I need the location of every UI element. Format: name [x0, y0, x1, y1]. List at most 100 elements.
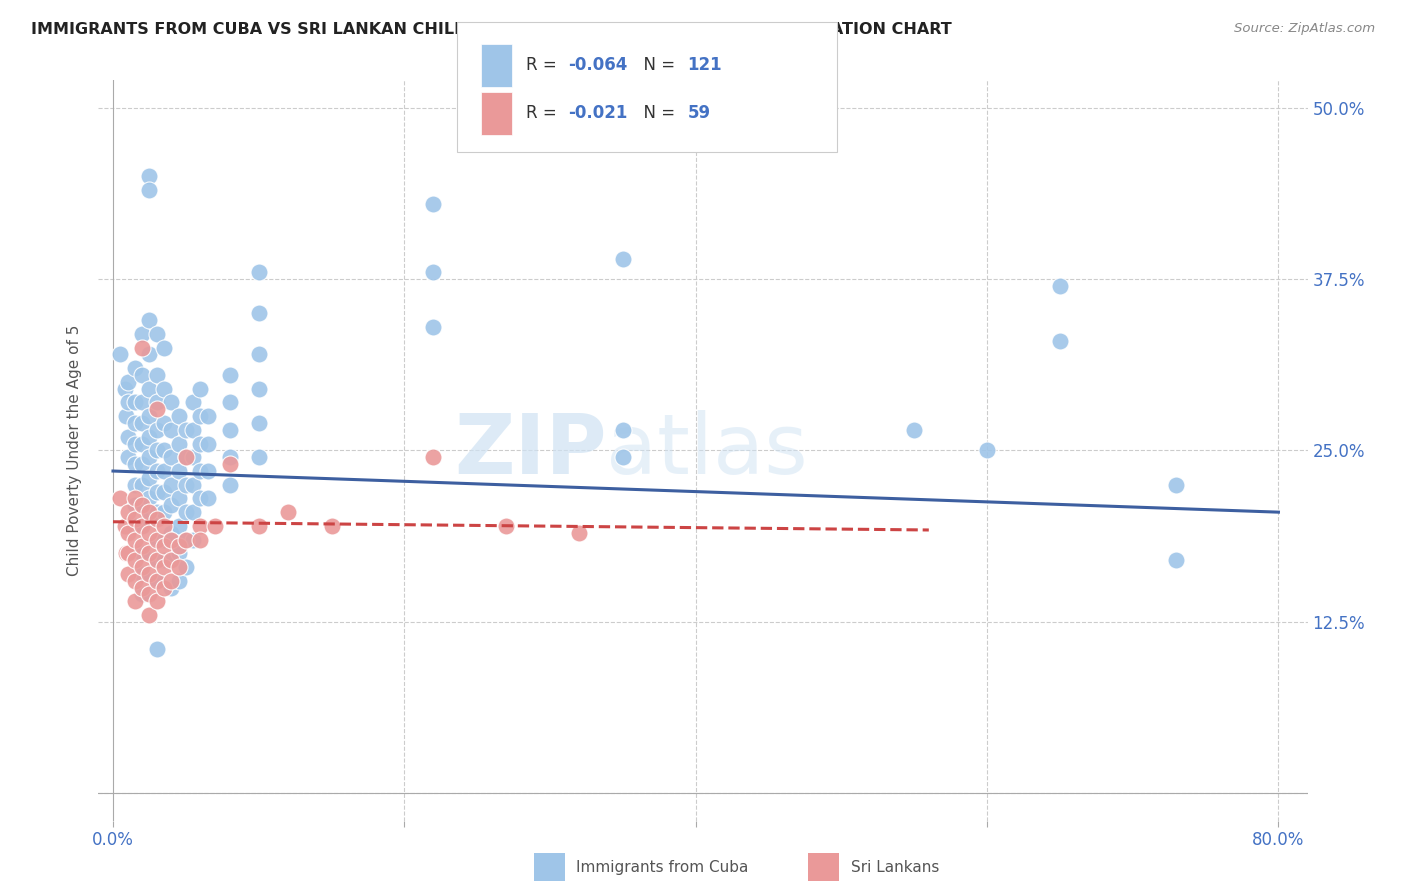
Point	[181, 505, 204, 519]
Point	[247, 450, 270, 465]
Point	[145, 326, 167, 341]
Point	[1166, 477, 1188, 491]
Point	[153, 581, 176, 595]
Point	[153, 484, 176, 499]
Text: -0.021: -0.021	[568, 104, 627, 122]
Point	[138, 430, 160, 444]
Point	[124, 512, 146, 526]
Point	[174, 533, 197, 547]
Point	[218, 423, 240, 437]
Point	[124, 574, 146, 588]
Point	[153, 416, 176, 430]
Point	[190, 464, 212, 478]
Point	[145, 402, 167, 417]
Point	[131, 368, 153, 382]
Point	[1049, 334, 1071, 348]
Point	[138, 587, 160, 601]
Point	[167, 540, 190, 554]
Point	[145, 505, 167, 519]
Point	[117, 546, 139, 560]
Point	[181, 450, 204, 465]
Point	[117, 505, 139, 519]
Text: Source: ZipAtlas.com: Source: ZipAtlas.com	[1234, 22, 1375, 36]
Point	[138, 347, 160, 361]
Point	[277, 505, 299, 519]
Point	[124, 519, 146, 533]
Point	[190, 409, 212, 424]
Point	[153, 443, 176, 458]
Point	[145, 443, 167, 458]
Point	[131, 477, 153, 491]
Point	[138, 409, 160, 424]
Point	[612, 423, 634, 437]
Point	[138, 512, 160, 526]
Point	[153, 533, 176, 547]
Point	[131, 519, 153, 533]
Text: R =: R =	[526, 104, 562, 122]
Point	[124, 416, 146, 430]
Point	[976, 443, 998, 458]
Point	[138, 491, 160, 506]
Point	[131, 546, 153, 560]
Point	[131, 498, 153, 512]
Point	[131, 457, 153, 471]
Text: 59: 59	[688, 104, 710, 122]
Point	[138, 505, 160, 519]
Point	[124, 477, 146, 491]
Point	[114, 382, 136, 396]
Point	[124, 395, 146, 409]
Point	[145, 395, 167, 409]
Point	[247, 416, 270, 430]
Point	[138, 607, 160, 622]
Point	[145, 512, 167, 526]
Point	[495, 519, 517, 533]
Point	[117, 450, 139, 465]
Point	[190, 436, 212, 450]
Point	[247, 382, 270, 396]
Point	[138, 471, 160, 485]
Point	[190, 491, 212, 506]
Point	[218, 395, 240, 409]
Point	[160, 423, 183, 437]
Point	[160, 525, 183, 540]
Point	[131, 395, 153, 409]
Point	[138, 525, 160, 540]
Point	[218, 450, 240, 465]
Text: IMMIGRANTS FROM CUBA VS SRI LANKAN CHILD POVERTY UNDER THE AGE OF 5 CORRELATION : IMMIGRANTS FROM CUBA VS SRI LANKAN CHILD…	[31, 22, 952, 37]
Point	[568, 525, 591, 540]
Text: N =: N =	[633, 56, 681, 74]
Point	[1166, 553, 1188, 567]
Point	[190, 382, 212, 396]
Point	[138, 169, 160, 184]
Point	[110, 491, 132, 506]
Point	[247, 519, 270, 533]
Point	[114, 519, 136, 533]
Point	[174, 477, 197, 491]
Point	[124, 498, 146, 512]
Point	[153, 553, 176, 567]
Point	[117, 566, 139, 581]
Point	[181, 423, 204, 437]
Point	[145, 484, 167, 499]
Point	[145, 533, 167, 547]
Point	[218, 368, 240, 382]
Point	[145, 574, 167, 588]
Point	[153, 382, 176, 396]
Point	[422, 320, 444, 334]
Point	[160, 498, 183, 512]
Point	[145, 533, 167, 547]
Point	[160, 553, 183, 567]
Point	[131, 436, 153, 450]
Point	[145, 574, 167, 588]
Point	[181, 477, 204, 491]
Text: -0.064: -0.064	[568, 56, 627, 74]
Point	[145, 423, 167, 437]
Point	[160, 533, 183, 547]
Point	[204, 519, 226, 533]
Point	[422, 196, 444, 211]
Point	[138, 382, 160, 396]
Point	[247, 306, 270, 320]
Point	[181, 533, 204, 547]
Point	[138, 450, 160, 465]
Point	[174, 450, 197, 465]
